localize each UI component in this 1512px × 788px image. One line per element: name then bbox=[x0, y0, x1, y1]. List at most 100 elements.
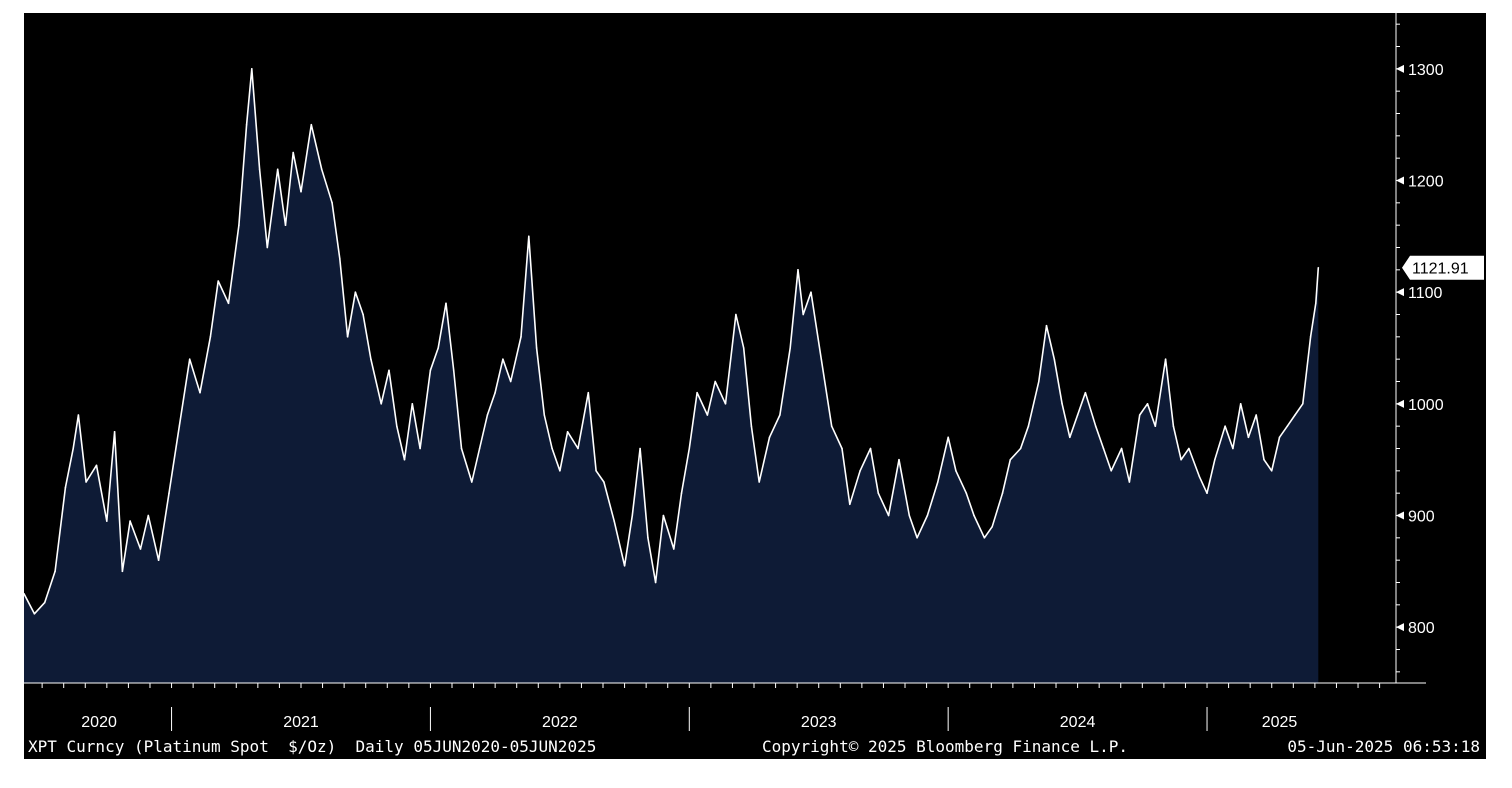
y-axis: 800 900 1000 1100 1200 1300 1121.91 bbox=[1395, 13, 1484, 683]
data-point bbox=[43, 601, 46, 604]
data-point bbox=[331, 202, 333, 204]
x-year-label: 2025 bbox=[1262, 714, 1298, 731]
data-point bbox=[750, 425, 753, 428]
data-point bbox=[1027, 425, 1030, 428]
data-point bbox=[1172, 425, 1175, 428]
data-point bbox=[724, 403, 727, 405]
y-tick-label: 900 bbox=[1408, 509, 1435, 526]
data-point bbox=[362, 313, 364, 316]
data-point bbox=[937, 481, 939, 483]
data-point bbox=[1255, 414, 1257, 416]
price-area bbox=[24, 68, 1319, 684]
data-point bbox=[33, 613, 36, 615]
data-point bbox=[779, 414, 781, 416]
data-point bbox=[830, 425, 833, 428]
data-point bbox=[973, 514, 975, 517]
data-point bbox=[673, 548, 675, 550]
data-point bbox=[64, 486, 67, 489]
data-point bbox=[841, 447, 843, 450]
data-point bbox=[85, 481, 87, 483]
data-point bbox=[310, 123, 313, 126]
data-point bbox=[452, 369, 455, 372]
data-point bbox=[714, 380, 716, 383]
data-point bbox=[251, 68, 253, 70]
data-point bbox=[1061, 403, 1063, 405]
timestamp: 05-Jun-2025 06:53:18 bbox=[1287, 737, 1480, 756]
data-point bbox=[129, 520, 131, 522]
data-point bbox=[543, 414, 546, 416]
data-point bbox=[1286, 425, 1289, 428]
last-price-label: 1121.91 bbox=[1412, 261, 1469, 278]
data-point bbox=[478, 447, 481, 450]
y-tick-label: 1200 bbox=[1408, 174, 1444, 191]
y-tick-label: 1300 bbox=[1408, 62, 1444, 79]
plot-area bbox=[24, 68, 1320, 684]
data-point bbox=[662, 514, 665, 517]
data-point bbox=[502, 358, 504, 361]
x-year-label: 2021 bbox=[283, 714, 319, 731]
x-year-label: 2020 bbox=[81, 714, 117, 731]
copyright-notice: Copyright© 2025 Bloomberg Finance L.P. bbox=[762, 737, 1129, 756]
data-point bbox=[631, 514, 634, 517]
data-point bbox=[587, 391, 590, 394]
data-point bbox=[1198, 475, 1201, 478]
data-point bbox=[1019, 447, 1022, 450]
x-year-label: 2022 bbox=[542, 714, 578, 731]
data-point bbox=[810, 291, 812, 294]
data-point bbox=[1084, 391, 1087, 394]
data-point bbox=[1164, 358, 1167, 361]
data-point bbox=[77, 414, 80, 416]
data-point bbox=[339, 257, 341, 260]
data-point bbox=[758, 481, 760, 483]
data-point bbox=[494, 391, 496, 394]
data-point bbox=[1278, 436, 1281, 439]
data-point bbox=[908, 514, 911, 517]
data-point bbox=[1294, 414, 1296, 416]
data-point bbox=[742, 347, 745, 349]
data-point bbox=[859, 470, 861, 472]
data-point bbox=[613, 520, 615, 522]
data-point bbox=[403, 458, 406, 461]
data-point bbox=[1120, 447, 1123, 450]
data-point bbox=[396, 425, 398, 428]
data-point bbox=[898, 458, 900, 461]
data-point bbox=[245, 123, 248, 126]
data-point bbox=[238, 224, 240, 226]
data-point bbox=[24, 592, 25, 595]
data-point bbox=[354, 291, 357, 294]
data-point bbox=[680, 492, 683, 495]
data-point bbox=[1053, 358, 1056, 361]
data-point bbox=[121, 570, 124, 573]
data-point bbox=[654, 581, 657, 584]
data-point bbox=[266, 246, 269, 249]
data-point bbox=[227, 302, 230, 305]
data-point bbox=[877, 492, 880, 495]
data-point bbox=[320, 168, 323, 171]
data-point bbox=[380, 403, 383, 405]
data-point bbox=[1128, 481, 1131, 483]
data-point bbox=[147, 514, 150, 517]
x-year-label: 2023 bbox=[801, 714, 837, 731]
chart-panel: 800 900 1000 1100 1200 1300 1121.91 2020 2021 20… bbox=[24, 13, 1486, 759]
data-point bbox=[1317, 266, 1320, 269]
x-axis: 2020 2021 2022 2023 2024 2025 bbox=[24, 682, 1426, 731]
data-point bbox=[509, 380, 512, 383]
y-tick-marker bbox=[1396, 623, 1404, 632]
data-point bbox=[276, 168, 279, 171]
x-year-label: 2024 bbox=[1060, 714, 1096, 731]
data-point bbox=[1076, 414, 1079, 416]
data-point bbox=[1154, 425, 1157, 428]
data-point bbox=[991, 525, 993, 528]
data-point bbox=[1001, 492, 1004, 495]
data-point bbox=[603, 481, 605, 483]
data-point bbox=[1315, 302, 1317, 305]
data-point bbox=[768, 436, 771, 439]
data-point bbox=[460, 447, 463, 450]
data-point bbox=[947, 436, 949, 439]
data-point bbox=[1247, 436, 1250, 439]
data-point bbox=[595, 470, 597, 472]
data-point bbox=[388, 369, 390, 372]
data-point bbox=[623, 565, 626, 567]
data-point bbox=[1069, 436, 1071, 439]
